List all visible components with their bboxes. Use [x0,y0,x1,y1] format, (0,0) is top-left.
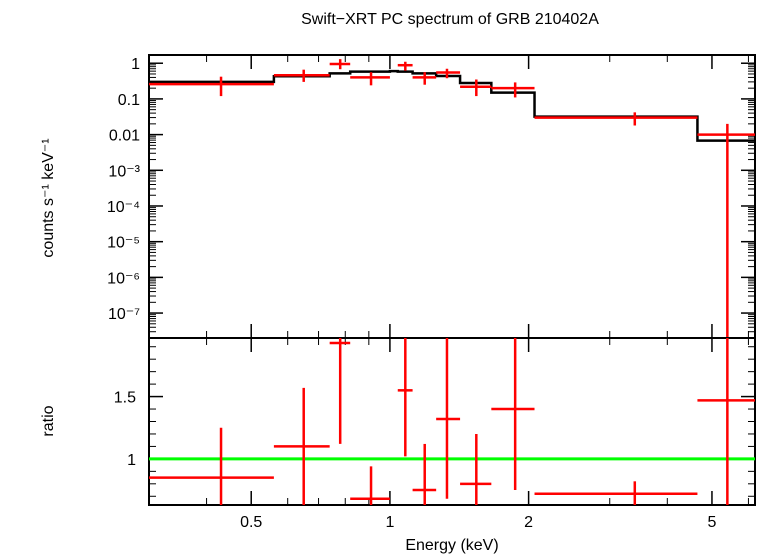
spectrum-ylabel: counts s⁻¹ keV⁻¹ [40,138,57,257]
spectrum-y-tick-label: 10⁻⁴ [107,199,140,216]
spectrum-series [149,59,755,338]
spectrum-y-tick-label: 10⁻³ [108,163,140,180]
spectrum-y-tick-label: 0.01 [109,128,140,145]
ratio-frame [148,337,756,506]
model-step-line [149,69,755,142]
spectrum-y-tick-label: 10⁻⁵ [107,235,140,252]
spectrum-y-axis: 1 0.1 0.01 10⁻³ 10⁻⁴ 10⁻⁵ 10⁻⁶ 10⁻⁷ [107,56,755,339]
ratio-panel: ratio Energy (keV) 11.5 0.5 1 2 5 [40,337,756,554]
spectrum-panel: counts s⁻¹ keV⁻¹ 1 0.1 0.01 10⁻³ 10⁻⁴ 10⁻⁵ 10⁻… [40,54,756,339]
ratio-x-tick-label: 1 [385,514,394,531]
spectrum-y-tick-label: 10⁻⁶ [107,270,140,287]
spectrum-x-ticks [148,55,749,338]
ratio-y-tick-label: 1.5 [114,390,136,407]
ratio-x-tick-label: 0.5 [240,514,262,531]
ratio-ylabel: ratio [40,405,57,436]
ratio-series [149,338,755,505]
spectrum-y-tick-label: 1 [131,56,140,73]
ratio-y-tick-label: 1 [127,452,136,469]
ratio-x-axis: 0.5 1 2 5 [148,338,749,531]
x-axis-label: Energy (keV) [405,537,498,554]
ratio-x-tick-label: 2 [524,514,533,531]
ratio-y-axis: 11.5 [114,346,755,497]
spectrum-y-tick-label: 0.1 [118,92,140,109]
ratio-x-tick-label: 5 [708,514,717,531]
spectrum-frame [148,54,756,339]
spectrum-y-tick-label: 10⁻⁷ [108,306,140,323]
chart-title: Swift−XRT PC spectrum of GRB 210402A [301,11,599,28]
